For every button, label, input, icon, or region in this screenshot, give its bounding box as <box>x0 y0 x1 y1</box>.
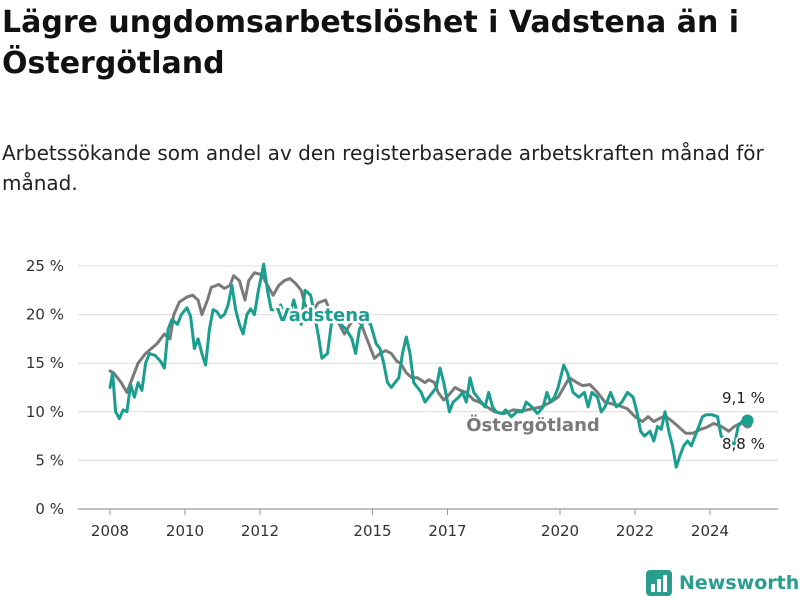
series-end-dot-vadstena <box>741 414 754 427</box>
chart-title: Lägre ungdomsarbetslöshet i Vadstena än … <box>2 5 740 81</box>
y-tick-label: 0 % <box>35 500 64 518</box>
x-tick-label: 2010 <box>166 522 204 540</box>
x-tick-label: 2008 <box>91 522 129 540</box>
y-tick-label: 10 % <box>26 403 64 421</box>
x-tick-label: 2022 <box>616 522 654 540</box>
series-label-vadstena-halo: Vadstena <box>276 305 370 326</box>
brand-logo: Newsworthy <box>646 570 800 596</box>
end-label-vadstena-halo: 9,1 % <box>722 389 765 407</box>
brand-name: Newsworthy <box>679 572 800 594</box>
end-label-vadstena: 9,1 % <box>722 389 765 407</box>
end-label-ostergotland: 8,8 % <box>722 435 765 453</box>
grid-lines: 0 % 5 % 10 % 15 % 20 % 25 % <box>26 257 778 518</box>
chart-logo-icon <box>646 570 672 596</box>
series-label-vadstena: Vadstena <box>276 305 370 326</box>
series-label-ostergotland-halo: Östergötland <box>466 414 600 436</box>
chart-subtitle: Arbetssökande som andel av den registerb… <box>2 141 764 195</box>
x-tick-label: 2015 <box>353 522 391 540</box>
end-label-ostergotland-halo: 8,8 % <box>722 435 765 453</box>
y-tick-label: 20 % <box>26 306 64 324</box>
series-lines <box>108 262 754 469</box>
series-labels: VadstenaVadstenaÖstergötlandÖstergötland… <box>273 303 767 456</box>
series-label-ostergotland: Östergötland <box>466 414 600 436</box>
x-tick-label: 2017 <box>428 522 466 540</box>
x-tick-label: 2012 <box>241 522 279 540</box>
y-tick-label: 15 % <box>26 354 64 372</box>
x-tick-label: 2020 <box>541 522 579 540</box>
x-axis-ticks: 2008 2010 2012 2015 2017 2020 2022 2024 <box>91 509 729 540</box>
series-line-vadstena <box>108 262 749 469</box>
x-tick-label: 2024 <box>691 522 729 540</box>
y-tick-label: 25 % <box>26 257 64 275</box>
y-tick-label: 5 % <box>35 451 64 469</box>
